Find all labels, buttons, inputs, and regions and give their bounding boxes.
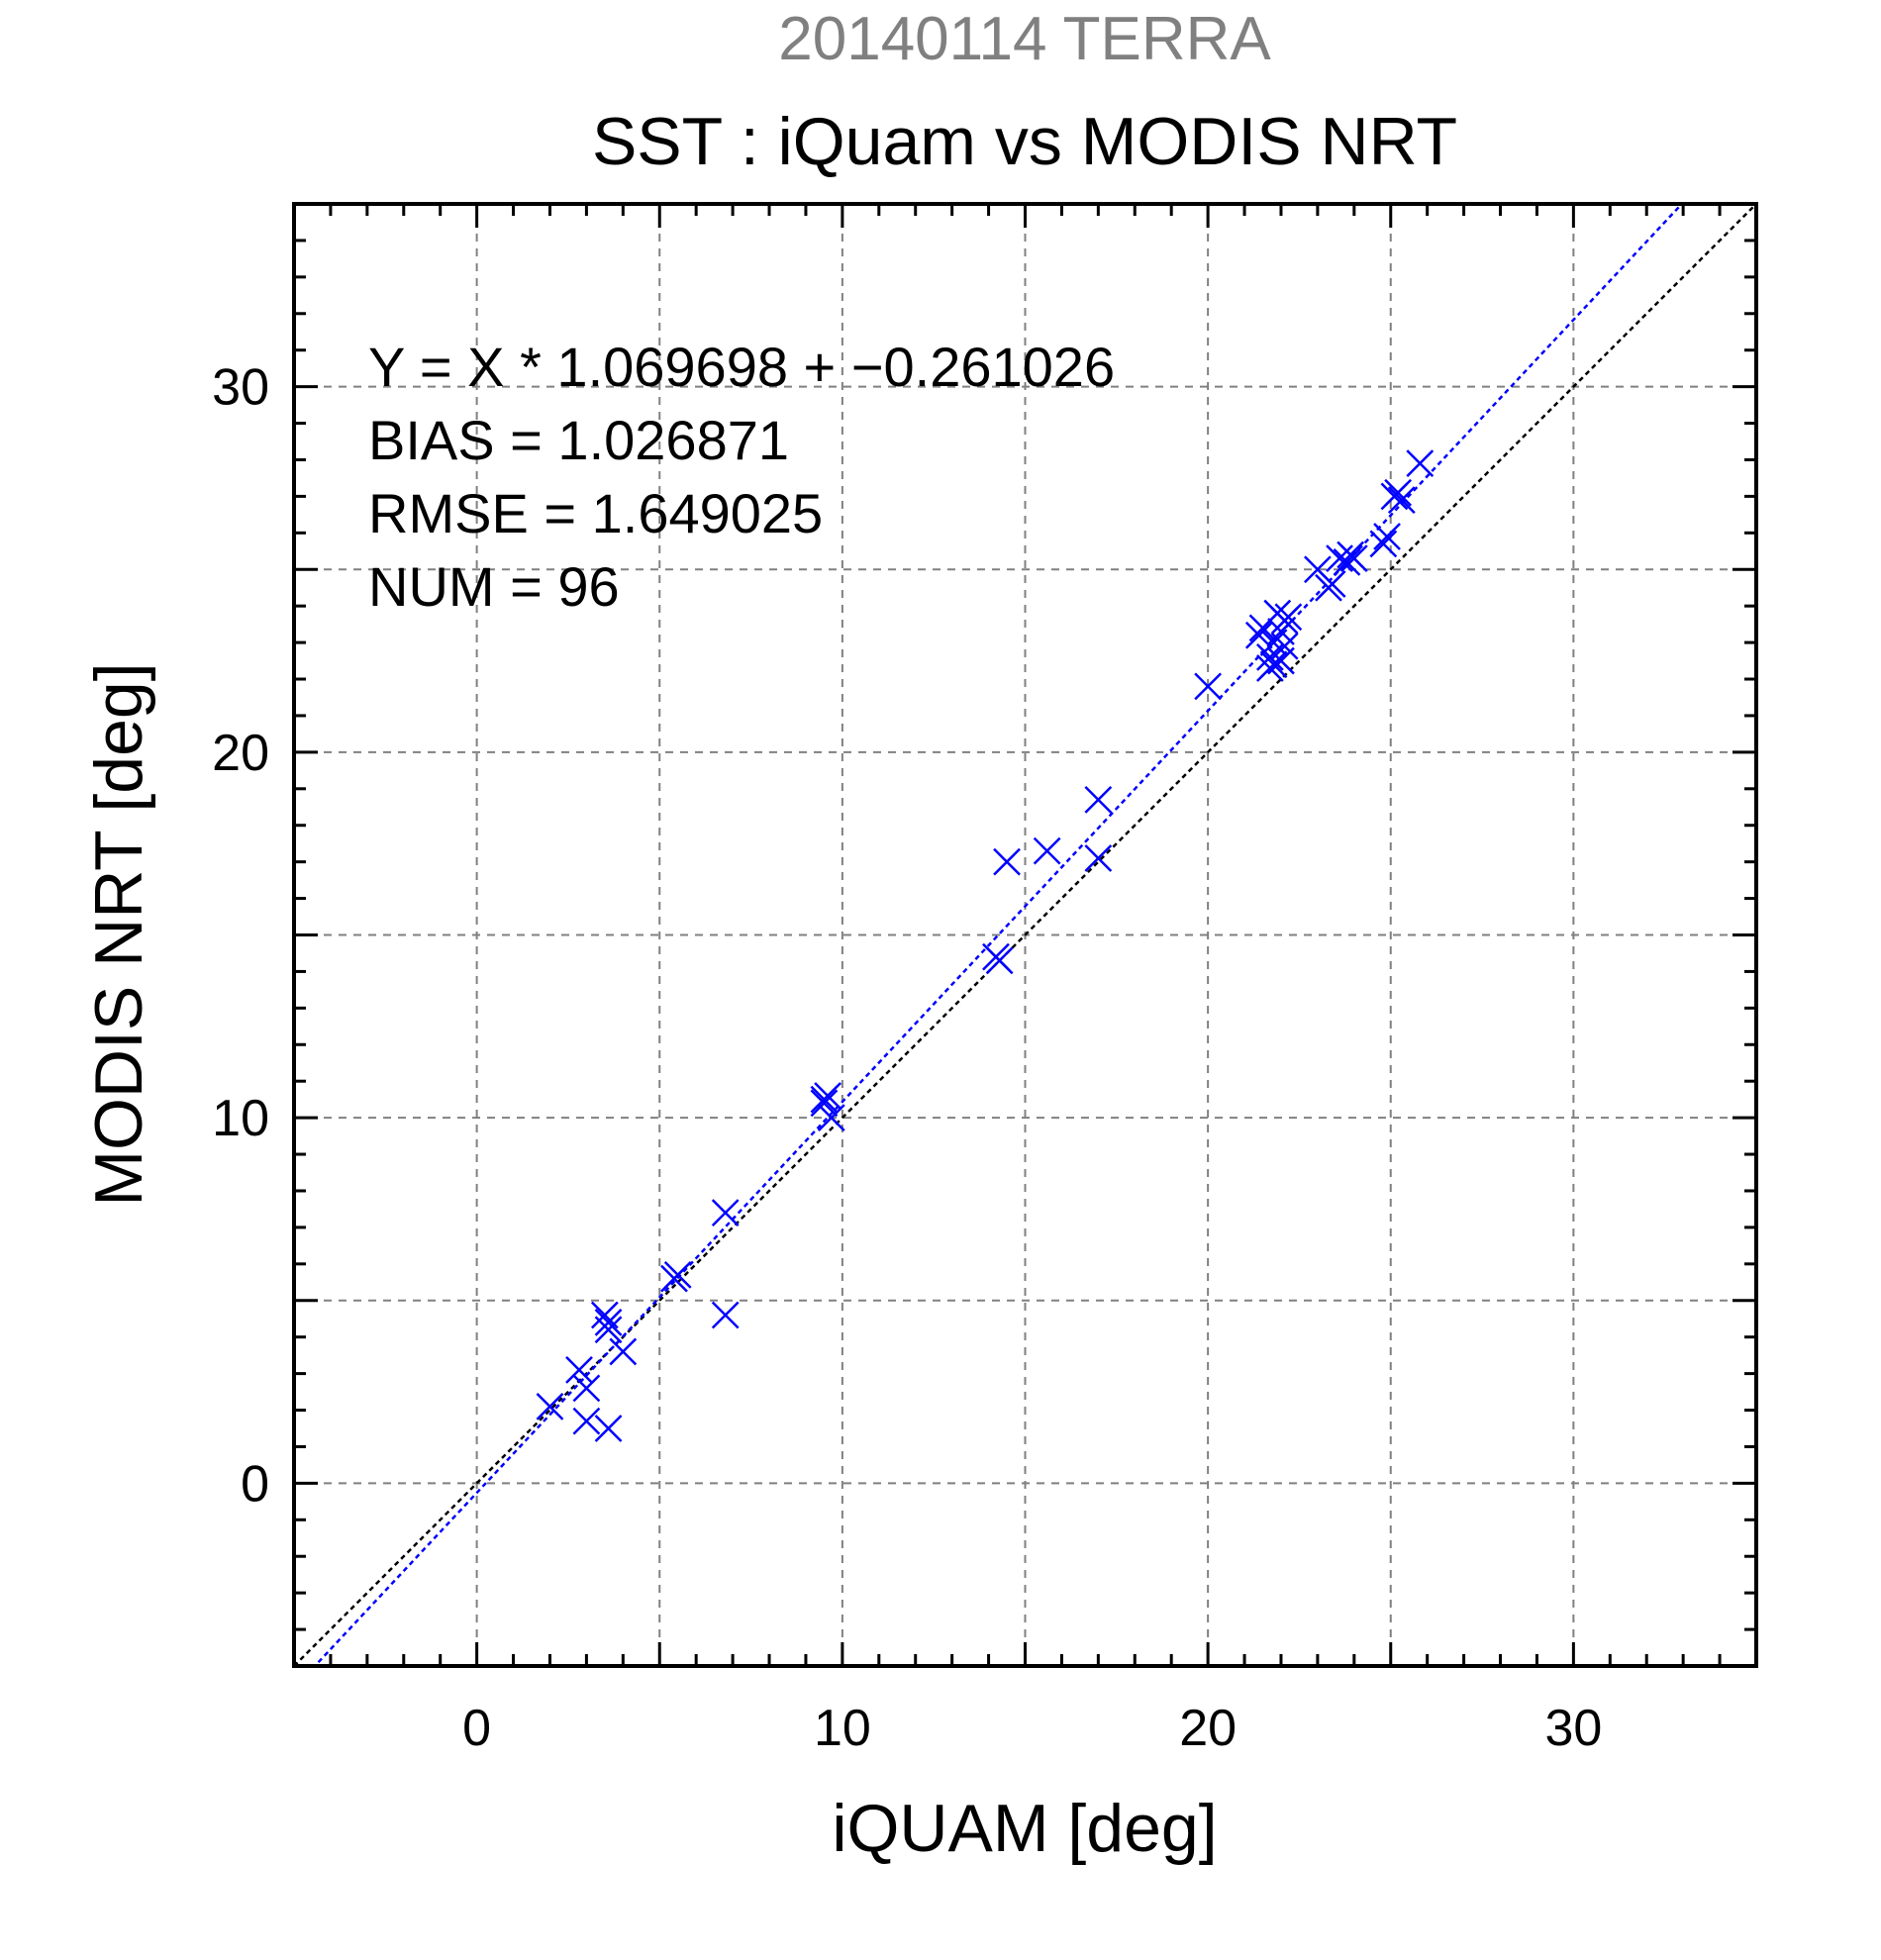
data-point [711, 1301, 740, 1329]
reference-lines [294, 204, 1756, 1666]
data-point [1339, 544, 1368, 573]
stats-annotation: RMSE = 1.649025 [368, 482, 823, 544]
data-point [594, 1415, 623, 1442]
data-point [1318, 570, 1346, 598]
data-point [1084, 785, 1113, 814]
data-point [1387, 486, 1416, 514]
data-point [817, 1104, 845, 1132]
data-point [993, 847, 1021, 876]
data-point [572, 1374, 601, 1403]
data-point [572, 1407, 601, 1435]
chart-subtitle: SST : iQuam vs MODIS NRT [592, 104, 1457, 179]
data-point [1274, 603, 1303, 632]
data-point [1333, 547, 1361, 576]
data-point [1326, 544, 1353, 573]
data-point [810, 1089, 839, 1118]
stats-annotations: Y = X * 1.069698 + −0.261026 BIAS = 1.026… [368, 336, 1115, 618]
y-tick-labels: 0 10 20 30 [212, 359, 269, 1514]
data-point [1194, 672, 1223, 701]
data-point [594, 1309, 623, 1336]
data-point [1033, 836, 1061, 865]
data-point [594, 1316, 623, 1344]
data-point [1259, 650, 1288, 679]
data-point [1369, 530, 1398, 558]
data-points [536, 449, 1435, 1442]
x-tick-label: 10 [814, 1700, 871, 1757]
stats-annotation: BIAS = 1.026871 [368, 409, 789, 471]
x-tick-label: 30 [1544, 1700, 1602, 1757]
data-point [1084, 844, 1113, 872]
chart-title: 20140114 TERRA [778, 5, 1271, 73]
y-axis-label: MODIS NRT [deg] [81, 662, 156, 1206]
x-tick-label: 20 [1179, 1700, 1237, 1757]
identity-line [294, 204, 1756, 1666]
x-tick-label: 0 [462, 1700, 491, 1757]
plot-frame [292, 202, 1758, 1668]
data-point [1373, 523, 1401, 550]
x-axis-label: iQUAM [deg] [832, 1791, 1217, 1866]
data-point [536, 1392, 564, 1421]
y-tick-label: 20 [212, 725, 269, 782]
data-point [1270, 632, 1299, 660]
y-tick-label: 0 [241, 1455, 269, 1513]
data-point [985, 946, 1014, 975]
stats-annotation: NUM = 96 [368, 555, 620, 618]
data-point [565, 1356, 593, 1384]
data-point [663, 1261, 692, 1289]
data-point [1406, 449, 1435, 478]
y-tick-label: 10 [212, 1090, 269, 1147]
data-point [711, 1199, 740, 1227]
y-tick-label: 30 [212, 359, 269, 417]
fit-line [313, 204, 1684, 1666]
data-point [609, 1337, 638, 1366]
data-point [1384, 478, 1413, 507]
x-tick-labels: 0 10 20 30 [462, 1700, 1602, 1757]
stats-annotation: Y = X * 1.069698 + −0.261026 [368, 336, 1115, 398]
